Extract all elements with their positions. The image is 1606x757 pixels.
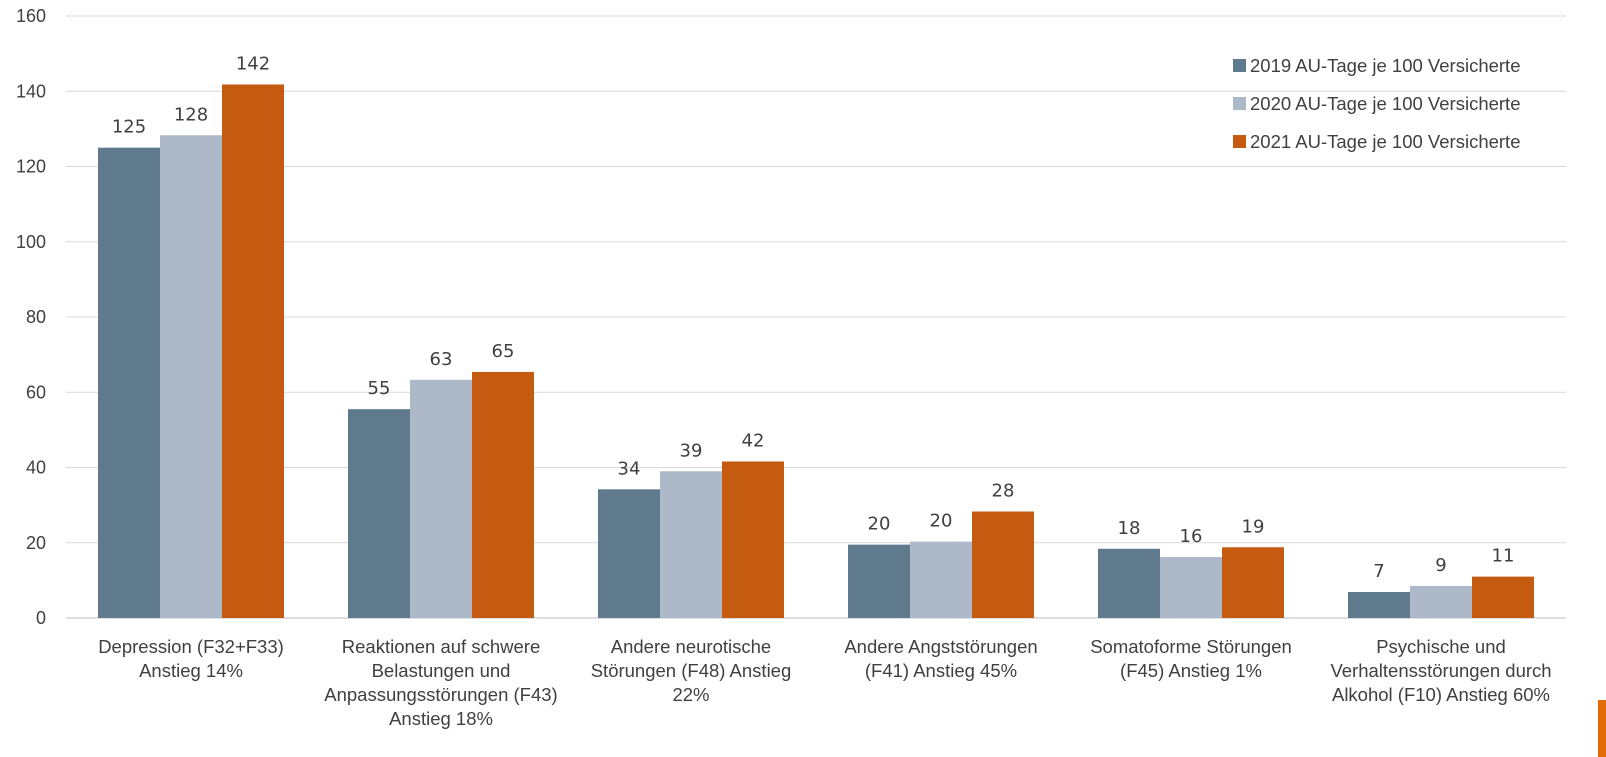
bar: [722, 461, 784, 618]
bar: [160, 135, 222, 619]
category-label: Reaktionen auf schwere Belastungen und Anp…: [324, 636, 557, 729]
category-label: Andere Angststörungen (F41) Anstieg 45%: [844, 636, 1037, 681]
category-label-line: Somatoforme Störungen: [1090, 636, 1292, 657]
bar: [1348, 592, 1410, 618]
bar: [222, 84, 284, 619]
legend-swatch: [1233, 97, 1246, 110]
category-label: Andere neurotische Störungen (F48) Anstie…: [591, 636, 792, 705]
corner-accent: [1598, 700, 1606, 757]
bars: [98, 84, 1534, 619]
category-label-line: (F41) Anstieg 45%: [865, 660, 1017, 681]
x-axis-category-labels: Depression (F32+F33) Anstieg 14% Reaktione…: [98, 636, 1551, 729]
category-label-line: Verhaltensstörungen durch: [1330, 660, 1551, 681]
legend-swatch: [1233, 59, 1246, 72]
y-tick-label: 80: [26, 307, 46, 327]
bar: [848, 544, 910, 618]
data-label: 20: [868, 514, 891, 535]
category-label-line: Anstieg 18%: [389, 708, 493, 729]
category-label-line: 22%: [672, 684, 709, 705]
data-label: 128: [174, 104, 208, 125]
data-label: 9: [1435, 555, 1446, 576]
bar: [1472, 576, 1534, 618]
bar: [98, 147, 160, 618]
category-label-line: Belastungen und: [372, 660, 511, 681]
legend-label: 2020 AU-Tage je 100 Versicherte: [1250, 93, 1520, 114]
data-label: 63: [430, 349, 453, 370]
category-label-line: Störungen (F48) Anstieg: [591, 660, 792, 681]
bar: [1410, 586, 1472, 618]
legend-label: 2021 AU-Tage je 100 Versicherte: [1250, 131, 1520, 152]
category-label-line: Anstieg 14%: [139, 660, 243, 681]
category-label-line: Depression (F32+F33): [98, 636, 284, 657]
category-label-line: Psychische und: [1376, 636, 1506, 657]
bar: [598, 489, 660, 618]
bar: [972, 511, 1034, 618]
data-label: 18: [1118, 518, 1141, 539]
data-label: 28: [992, 481, 1015, 502]
category-label-line: Alkohol (F10) Anstieg 60%: [1332, 684, 1550, 705]
data-label: 7: [1373, 561, 1384, 582]
bar: [910, 541, 972, 618]
bar: [1098, 548, 1160, 618]
category-label-line: Reaktionen auf schwere: [342, 636, 540, 657]
category-label-line: Andere neurotische: [611, 636, 771, 657]
y-axis: 0 20 40 60 80 100 120 140 160: [16, 6, 46, 628]
bar: [1222, 547, 1284, 618]
data-labels: 125 128 142 55 63 65 34 39 42 20 20 28 18 16 19 7 9 11: [112, 53, 1515, 582]
data-label: 55: [368, 378, 391, 399]
y-tick-label: 120: [16, 157, 46, 177]
category-label: Psychische und Verhaltensstörungen durch A…: [1330, 636, 1551, 705]
category-label: Depression (F32+F33) Anstieg 14%: [98, 636, 284, 681]
y-tick-label: 60: [26, 382, 46, 402]
bar: [1160, 557, 1222, 618]
data-label: 39: [680, 440, 703, 461]
gridlines: [66, 15, 1566, 619]
data-label: 11: [1492, 546, 1515, 567]
data-label: 142: [236, 53, 270, 74]
data-label: 16: [1180, 526, 1203, 547]
legend-label: 2019 AU-Tage je 100 Versicherte: [1250, 55, 1520, 76]
legend: 2019 AU-Tage je 100 Versicherte 2020 AU-T…: [1233, 55, 1520, 152]
y-tick-label: 20: [26, 533, 46, 553]
bar: [660, 471, 722, 618]
y-tick-label: 0: [36, 608, 46, 628]
bar: [348, 409, 410, 618]
data-label: 42: [742, 430, 765, 451]
category-label: Somatoforme Störungen (F45) Anstieg 1%: [1090, 636, 1292, 681]
category-label-line: Anpassungsstörungen (F43): [324, 684, 557, 705]
data-label: 125: [112, 117, 146, 138]
y-tick-label: 140: [16, 81, 46, 101]
data-label: 65: [492, 341, 515, 362]
y-tick-label: 160: [16, 6, 46, 26]
legend-swatch: [1233, 135, 1246, 148]
category-label-line: Andere Angststörungen: [844, 636, 1037, 657]
data-label: 20: [930, 511, 953, 532]
y-tick-label: 100: [16, 232, 46, 252]
data-label: 19: [1242, 516, 1265, 537]
data-label: 34: [618, 458, 641, 479]
bar: [472, 371, 534, 618]
category-label-line: (F45) Anstieg 1%: [1120, 660, 1262, 681]
bar: [410, 379, 472, 618]
y-tick-label: 40: [26, 458, 46, 478]
